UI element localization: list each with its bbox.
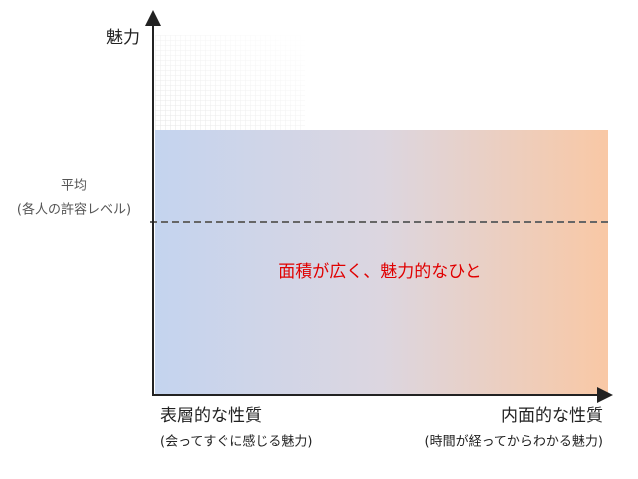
y-label: 魅力	[106, 28, 140, 48]
right-note: (時間が経ってからわかる魅力)	[425, 435, 604, 450]
grid-fade	[155, 35, 305, 130]
average-note: (各人の許容レベル)	[17, 202, 131, 218]
area-label: 面積が広く、魅力的なひと	[278, 262, 482, 282]
average-title: 平均	[61, 179, 87, 194]
right-title: 内面的な性質	[501, 406, 603, 426]
attraction-area	[155, 130, 608, 395]
left-note: (会ってすぐに感じる魅力)	[160, 434, 313, 450]
left-title: 表層的な性質	[160, 406, 262, 426]
